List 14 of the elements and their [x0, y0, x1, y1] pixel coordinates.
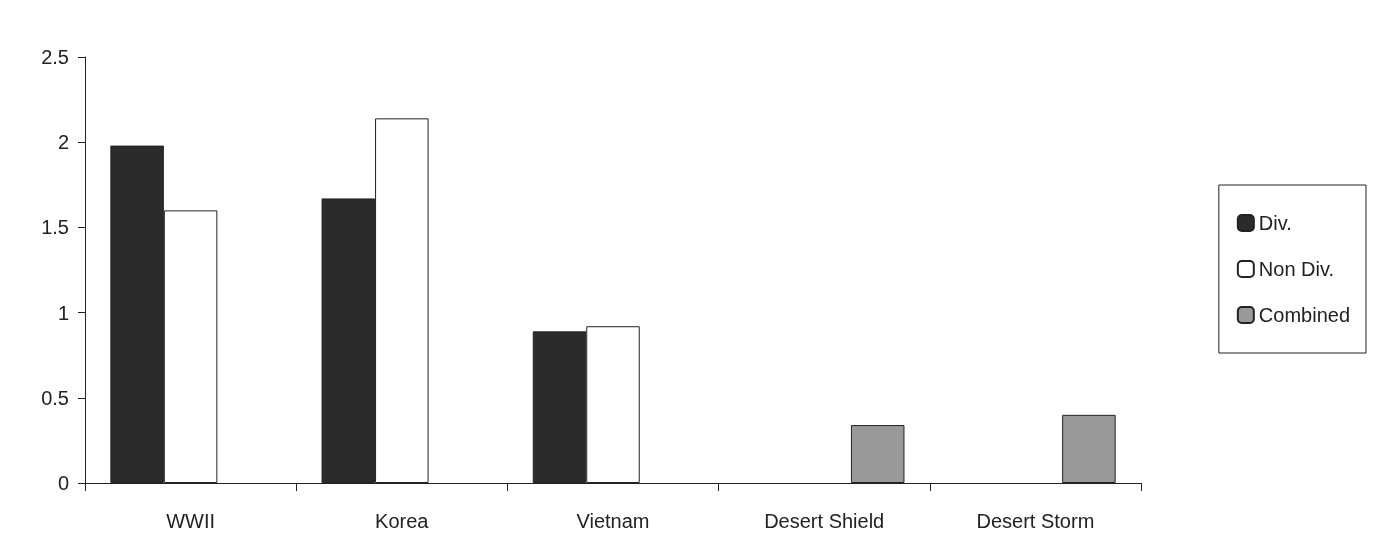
legend-label: Div. [1258, 212, 1292, 234]
y-tick-label: 1 [57, 301, 69, 324]
y-tick-label: 1.5 [41, 216, 69, 239]
y-tick-label: 2 [57, 131, 69, 154]
y-tick-label: 2.5 [41, 46, 69, 68]
x-tick-label: Korea [375, 510, 430, 532]
x-tick-label: Desert Storm [976, 510, 1095, 532]
x-tick-label: WWII [166, 510, 216, 532]
y-tick-label: 0.5 [41, 386, 69, 409]
y-tick-label: 0 [57, 472, 69, 494]
x-tick-label: Desert Shield [764, 510, 885, 532]
x-tick-label: Vietnam [576, 510, 650, 532]
legend-label: Non Div. [1258, 258, 1335, 280]
legend-label: Combined [1258, 304, 1351, 326]
